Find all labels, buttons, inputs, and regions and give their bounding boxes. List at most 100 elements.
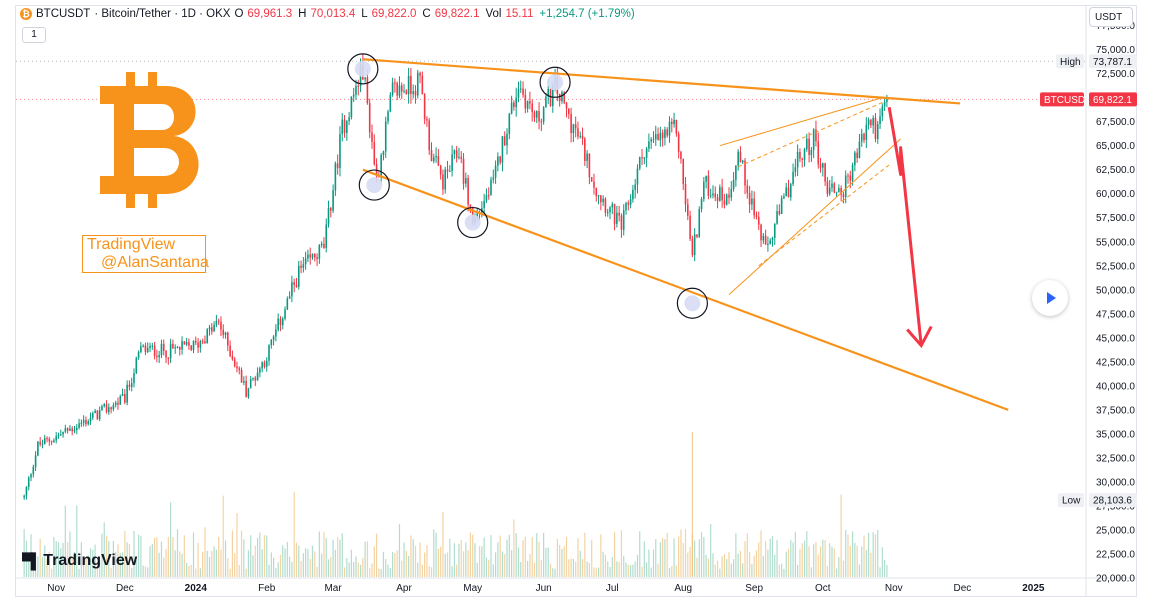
candle-body	[618, 212, 620, 216]
candle-body	[272, 336, 275, 340]
candle-body	[224, 332, 227, 335]
volume-bar	[522, 540, 524, 577]
volume-bar	[311, 545, 314, 577]
candle-body	[737, 151, 739, 166]
candle-body	[238, 368, 241, 370]
volume-bar	[151, 544, 153, 577]
price-tick-label: 37,500.0	[1096, 405, 1135, 416]
volume-bar	[465, 542, 467, 577]
volume-bar	[618, 562, 620, 577]
candle-body	[650, 139, 652, 142]
time-tick-label: Dec	[116, 583, 134, 594]
candle-body	[316, 257, 318, 259]
candle-body	[773, 223, 776, 238]
replay-button[interactable]	[1032, 280, 1068, 316]
candle-body	[364, 77, 366, 80]
volume-bar	[682, 543, 684, 577]
volume-bar	[382, 551, 385, 577]
candle-body	[293, 282, 295, 286]
candle-body	[696, 234, 698, 237]
low-label: L	[361, 8, 368, 20]
volume-value: 15.11	[505, 8, 534, 20]
candle-body	[723, 200, 726, 205]
volume-bar	[23, 529, 25, 577]
volume-bar	[346, 557, 348, 577]
volume-bar	[554, 568, 556, 577]
candle-body	[469, 204, 472, 209]
candle-body	[222, 329, 225, 335]
volume-bar	[545, 548, 547, 577]
candle-body	[755, 215, 758, 217]
candle-body	[336, 163, 339, 169]
candle-body	[48, 438, 51, 442]
volume-bar	[426, 545, 428, 577]
candle-body	[32, 466, 35, 475]
volume-bar	[501, 551, 504, 577]
high-price-value: 73,787.1	[1093, 57, 1132, 68]
currency-button[interactable]: USDT	[1089, 7, 1133, 27]
volume-bar	[355, 556, 357, 577]
candle-body	[263, 362, 266, 367]
candle-body	[874, 117, 877, 140]
volume-bar	[694, 540, 696, 577]
candle-body	[561, 92, 563, 102]
volume-bar	[192, 532, 195, 577]
candle-body	[158, 355, 160, 358]
candle-body	[643, 157, 646, 159]
volume-bar	[822, 539, 824, 577]
candle-body	[689, 215, 691, 239]
candle-body	[776, 211, 778, 224]
volume-bar	[520, 562, 522, 577]
candle-body	[27, 477, 30, 487]
volume-bar	[96, 564, 98, 577]
volume-bar	[840, 494, 842, 577]
volume-bar	[353, 561, 355, 577]
volume-bar	[776, 540, 778, 577]
candle-body	[108, 407, 110, 413]
tradingview-logo[interactable]: ▀▌ TradingView	[22, 552, 137, 570]
candle-body	[357, 85, 360, 87]
candle-body	[863, 133, 865, 141]
volume-bar	[337, 537, 339, 577]
volume-bar	[657, 563, 659, 577]
volume-bar	[183, 535, 185, 577]
volume-bar	[341, 533, 343, 577]
candle-body	[465, 178, 467, 184]
volume-bar	[787, 548, 790, 577]
candle-body	[487, 195, 490, 197]
candle-body	[453, 150, 456, 155]
candle-body	[648, 141, 650, 149]
volume-label: Vol	[485, 8, 502, 20]
candle-body	[286, 298, 289, 310]
volume-bar	[705, 554, 707, 577]
candle-body	[25, 486, 28, 496]
candle-body	[135, 357, 138, 374]
candle-body	[677, 133, 680, 152]
projection-arrow	[887, 107, 923, 346]
volume-bar	[55, 541, 57, 577]
symbol-name[interactable]: BTCUSDT	[36, 8, 91, 20]
volume-bar	[568, 559, 570, 577]
volume-bar	[153, 537, 156, 577]
volume-bar	[842, 560, 845, 577]
candle-body	[840, 187, 842, 195]
volume-bar	[69, 531, 71, 577]
candle-body	[586, 153, 588, 161]
candle-body	[428, 120, 431, 151]
candle-body	[64, 428, 67, 432]
candle-body	[616, 212, 618, 224]
pivot-circle	[457, 206, 489, 239]
symbol-description: · Bitcoin/Tether · 1D · OKX	[94, 8, 231, 20]
volume-bar	[375, 533, 378, 577]
candle-body	[760, 224, 762, 241]
volume-bar	[369, 567, 371, 577]
collapse-indicators-button[interactable]: 1	[22, 27, 46, 43]
volume-bar	[824, 540, 826, 577]
volume-bar	[62, 543, 64, 577]
time-tick-label: Mar	[324, 583, 342, 594]
price-tick-label: 42,500.0	[1096, 357, 1135, 368]
volume-bar	[92, 549, 94, 577]
candle-body	[373, 141, 376, 165]
